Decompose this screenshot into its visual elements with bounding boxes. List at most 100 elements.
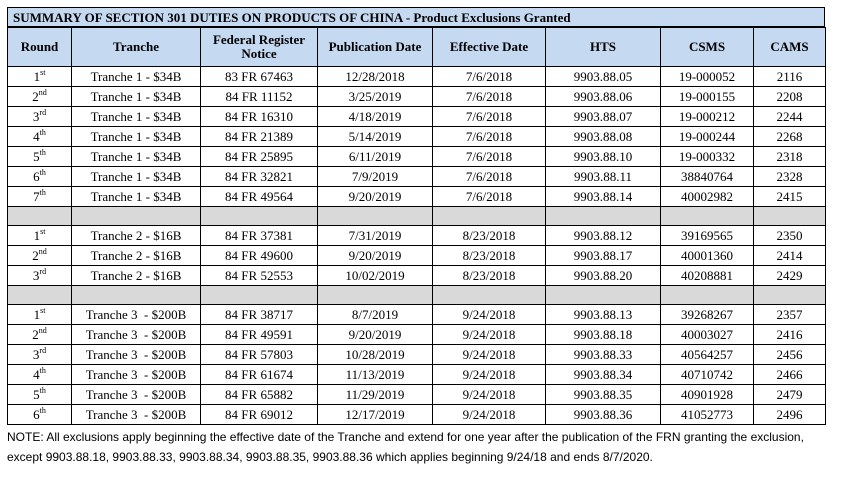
round-cell: 4th xyxy=(7,126,72,147)
effective-date-cell: 9/24/2018 xyxy=(432,304,546,325)
table-row: 4th Tranche 1 - $34B 84 FR 21389 5/14/2019 7… xyxy=(7,126,826,147)
frn-cell: 84 FR 32821 xyxy=(200,166,318,187)
frn-cell: 84 FR 49600 xyxy=(200,245,318,266)
col-header-round: Round xyxy=(7,27,72,67)
cams-cell: 2268 xyxy=(753,126,826,147)
header-row: Round Tranche Federal Register Notice Pu… xyxy=(7,27,826,67)
tranche-cell: Tranche 3 - $200B xyxy=(71,364,201,385)
tranche-cell: Tranche 3 - $200B xyxy=(71,384,201,405)
col-header-federal-register-notice: Federal Register Notice xyxy=(200,27,318,67)
effective-date-cell: 8/23/2018 xyxy=(432,265,546,286)
tranche-cell: Tranche 1 - $34B xyxy=(71,146,201,167)
round-cell: 4th xyxy=(7,364,72,385)
round-ordinal-suffix: th xyxy=(39,406,46,415)
publication-date-cell: 7/9/2019 xyxy=(317,166,433,187)
tranche-cell: Tranche 1 - $34B xyxy=(71,86,201,107)
cams-cell: 2208 xyxy=(753,86,826,107)
tranche-cell: Tranche 3 - $200B xyxy=(71,304,201,325)
separator-cell xyxy=(753,285,826,305)
cams-cell: 2429 xyxy=(753,265,826,286)
cams-cell: 2496 xyxy=(753,404,826,425)
round-number: 1 xyxy=(33,307,41,322)
round-ordinal-suffix: nd xyxy=(38,326,47,335)
csms-cell: 19-000212 xyxy=(660,106,754,127)
col-header-effective-date: Effective Date xyxy=(432,27,546,67)
table-row: 5th Tranche 3 - $200B 84 FR 65882 11/29/201… xyxy=(7,384,826,405)
tranche-cell: Tranche 1 - $34B xyxy=(71,106,201,127)
separator-cell xyxy=(71,206,201,226)
csms-cell: 40710742 xyxy=(660,364,754,385)
round-cell: 6th xyxy=(7,166,72,187)
csms-cell: 39169565 xyxy=(660,225,754,246)
round-cell: 6th xyxy=(7,404,72,425)
table-row: 7th Tranche 1 - $34B 84 FR 49564 9/20/2019 7… xyxy=(7,186,826,207)
table-row: 6th Tranche 3 - $200B 84 FR 69012 12/17/201… xyxy=(7,404,826,425)
cams-cell: 2318 xyxy=(753,146,826,167)
publication-date-cell: 3/25/2019 xyxy=(317,86,433,107)
frn-cell: 84 FR 65882 xyxy=(200,384,318,405)
table-row: 2nd Tranche 1 - $34B 84 FR 11152 3/25/2019 7… xyxy=(7,86,826,107)
table-row: 1st Tranche 1 - $34B 83 FR 67463 12/28/2018… xyxy=(7,66,826,87)
table-row: 2nd Tranche 3 - $200B 84 FR 49591 9/20/2019… xyxy=(7,324,826,345)
frn-cell: 84 FR 57803 xyxy=(200,344,318,365)
separator-cell xyxy=(71,285,201,305)
effective-date-cell: 9/24/2018 xyxy=(432,324,546,345)
separator-cell xyxy=(7,285,72,305)
hts-cell: 9903.88.07 xyxy=(545,106,661,127)
effective-date-cell: 9/24/2018 xyxy=(432,364,546,385)
frn-cell: 84 FR 52553 xyxy=(200,265,318,286)
round-number: 3 xyxy=(32,268,40,283)
round-number: 3 xyxy=(32,347,40,362)
round-number: 6 xyxy=(33,407,40,422)
separator-cell xyxy=(432,206,546,226)
hts-cell: 9903.88.33 xyxy=(545,344,661,365)
hts-cell: 9903.88.10 xyxy=(545,146,661,167)
tranche-cell: Tranche 2 - $16B xyxy=(71,265,201,286)
frn-cell: 84 FR 37381 xyxy=(200,225,318,246)
frn-cell: 84 FR 49591 xyxy=(200,324,318,345)
tranche-cell: Tranche 1 - $34B xyxy=(71,186,201,207)
table-row: 3rd Tranche 1 - $34B 84 FR 16310 4/18/2019 7… xyxy=(7,106,826,127)
publication-date-cell: 8/7/2019 xyxy=(317,304,433,325)
round-number: 7 xyxy=(33,189,40,204)
separator-cell xyxy=(317,206,433,226)
group-separator-row xyxy=(7,206,826,226)
tranche-cell: Tranche 3 - $200B xyxy=(71,324,201,345)
round-number: 5 xyxy=(33,387,40,402)
table-row: 3rd Tranche 3 - $200B 84 FR 57803 10/28/201… xyxy=(7,344,826,365)
hts-cell: 9903.88.35 xyxy=(545,384,661,405)
hts-cell: 9903.88.11 xyxy=(545,166,661,187)
cams-cell: 2414 xyxy=(753,245,826,266)
tranche-cell: Tranche 1 - $34B xyxy=(71,66,201,87)
round-ordinal-suffix: rd xyxy=(39,346,47,355)
publication-date-cell: 6/11/2019 xyxy=(317,146,433,167)
cams-cell: 2415 xyxy=(753,186,826,207)
separator-cell xyxy=(317,285,433,305)
hts-cell: 9903.88.12 xyxy=(545,225,661,246)
round-number: 3 xyxy=(32,109,40,124)
effective-date-cell: 7/6/2018 xyxy=(432,146,546,167)
publication-date-cell: 10/28/2019 xyxy=(317,344,433,365)
round-number: 5 xyxy=(33,149,40,164)
csms-cell: 19-000155 xyxy=(660,86,754,107)
csms-cell: 40208881 xyxy=(660,265,754,286)
separator-cell xyxy=(660,206,754,226)
csms-cell: 40001360 xyxy=(660,245,754,266)
round-ordinal-suffix: rd xyxy=(39,108,47,117)
hts-cell: 9903.88.08 xyxy=(545,126,661,147)
round-number: 1 xyxy=(33,69,41,84)
round-cell: 3rd xyxy=(7,106,72,127)
cams-cell: 2416 xyxy=(753,324,826,345)
effective-date-cell: 7/6/2018 xyxy=(432,86,546,107)
separator-cell xyxy=(545,285,661,305)
cams-cell: 2328 xyxy=(753,166,826,187)
round-ordinal-suffix: th xyxy=(39,366,46,375)
csms-cell: 40901928 xyxy=(660,384,754,405)
cams-cell: 2357 xyxy=(753,304,826,325)
effective-date-cell: 8/23/2018 xyxy=(432,225,546,246)
publication-date-cell: 4/18/2019 xyxy=(317,106,433,127)
csms-cell: 40564257 xyxy=(660,344,754,365)
effective-date-cell: 8/23/2018 xyxy=(432,245,546,266)
table-row: 6th Tranche 1 - $34B 84 FR 32821 7/9/2019 7/… xyxy=(7,166,826,187)
publication-date-cell: 9/20/2019 xyxy=(317,245,433,266)
